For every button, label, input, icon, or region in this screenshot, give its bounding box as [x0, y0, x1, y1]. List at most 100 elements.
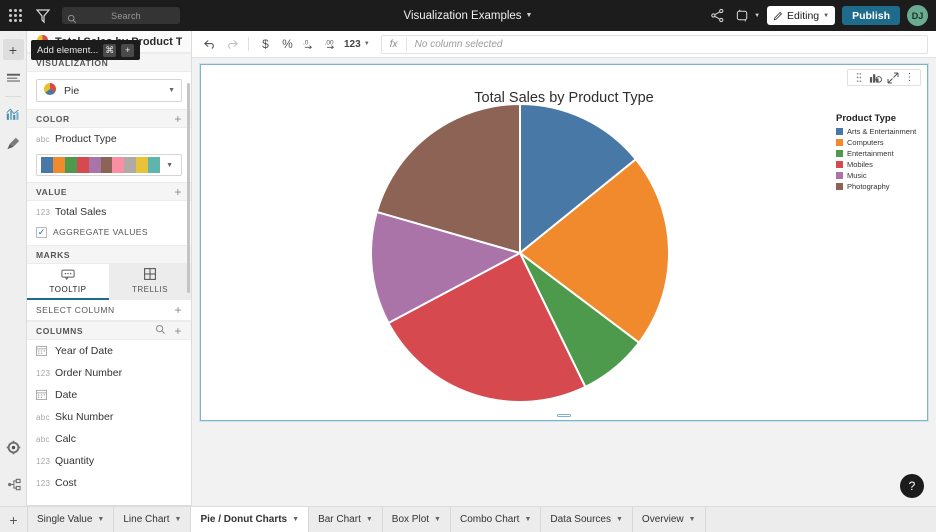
editing-mode-button[interactable]: Editing ▼	[767, 6, 836, 25]
apps-grid-icon[interactable]	[0, 0, 30, 31]
color-field-row[interactable]: abc Product Type	[27, 128, 191, 150]
drag-handle[interactable]	[851, 70, 866, 85]
palette-swatch	[100, 157, 113, 173]
sheet-tab[interactable]: Single Value ▼	[27, 507, 113, 532]
color-palette-select[interactable]: ▼	[36, 154, 182, 176]
panel-scrollbar[interactable]	[187, 83, 190, 293]
number-format-select[interactable]: 123 ▼	[344, 39, 370, 50]
duplicate-icon[interactable]	[733, 7, 751, 25]
legend-item[interactable]: Music	[836, 171, 916, 181]
number-format-label: 123	[344, 38, 361, 50]
chevron-down-icon[interactable]: ▼	[524, 516, 532, 523]
formula-input[interactable]: fx No column selected	[380, 34, 928, 54]
field-type-icon: 123	[36, 456, 51, 466]
pie-slice[interactable]	[370, 210, 523, 325]
undo-icon[interactable]	[200, 35, 219, 54]
decrease-decimal-button[interactable]: .0	[300, 35, 319, 54]
sheet-tab-label: Box Plot	[391, 514, 430, 525]
resize-handle[interactable]	[557, 414, 571, 417]
column-item[interactable]: 123 Order Number	[27, 362, 191, 384]
redo-icon[interactable]	[222, 35, 241, 54]
layers-button[interactable]	[3, 68, 24, 89]
sheet-tab[interactable]: Line Chart ▼	[113, 507, 190, 532]
add-sheet-button[interactable]: +	[0, 507, 27, 532]
field-type-icon: abc	[36, 134, 50, 144]
section-columns-label: COLUMNS	[36, 325, 84, 336]
tab-tooltip[interactable]: TOOLTIP	[27, 264, 109, 300]
column-item[interactable]: abc Sku Number	[27, 406, 191, 428]
chevron-down-icon[interactable]: ▼	[174, 516, 182, 523]
brand-logo-icon[interactable]	[30, 0, 58, 31]
sheet-tab[interactable]: Box Plot ▼	[381, 507, 450, 532]
chevron-down-icon[interactable]: ▼	[688, 516, 696, 523]
add-column-button[interactable]: +	[174, 303, 182, 317]
share-icon[interactable]	[708, 7, 726, 25]
aggregate-values-checkbox[interactable]: ✓	[36, 226, 47, 238]
tab-trellis[interactable]: TRELLIS	[109, 264, 191, 300]
pie-slice[interactable]	[387, 251, 587, 403]
help-button[interactable]: ?	[900, 474, 924, 498]
sheet-tab[interactable]: Combo Chart ▼	[449, 507, 540, 532]
chevron-down-icon[interactable]: ▼	[292, 516, 300, 523]
percent-format-button[interactable]: %	[278, 35, 297, 54]
column-item[interactable]: Date	[27, 384, 191, 406]
chevron-down-icon[interactable]: ▼	[434, 516, 441, 523]
column-item[interactable]: Year of Date	[27, 340, 191, 362]
chevron-down-icon[interactable]: ▼	[97, 516, 105, 523]
pie-chart[interactable]	[369, 102, 671, 404]
add-color-button[interactable]: +	[174, 111, 182, 126]
formula-toolbar: $ % .0 .00 123 ▼ fx No column selected	[192, 31, 936, 58]
increase-decimal-button[interactable]: .00	[322, 35, 341, 54]
pie-slice[interactable]	[519, 102, 638, 256]
publish-button[interactable]: Publish	[842, 6, 900, 25]
legend-item[interactable]: Photography	[836, 182, 916, 192]
charts-button[interactable]	[3, 105, 24, 126]
chevron-down-icon[interactable]: ▼	[365, 516, 373, 523]
search-input[interactable]: Search	[62, 7, 180, 24]
sheet-tab-active[interactable]: Pie / Donut Charts ▼	[190, 507, 309, 532]
value-field-label: Total Sales	[55, 206, 107, 218]
hierarchy-button[interactable]	[3, 475, 24, 496]
chevron-down-icon[interactable]: ▼	[615, 516, 623, 523]
field-type-icon	[36, 389, 49, 402]
expand-arrow-icon[interactable]	[885, 70, 900, 85]
pencil-icon	[773, 11, 783, 20]
palette-swatch	[76, 157, 89, 173]
avatar[interactable]: DJ	[907, 5, 928, 26]
legend-item[interactable]: Arts & Entertainment	[836, 127, 916, 137]
pie-slice[interactable]	[375, 102, 521, 255]
sheet-tab[interactable]: Overview ▼	[631, 507, 706, 532]
column-item[interactable]: 123 Cost	[27, 472, 191, 494]
select-column-row[interactable]: SELECT COLUMN +	[27, 300, 191, 321]
settings-button[interactable]	[3, 438, 24, 459]
duplicate-chevron-icon[interactable]: ▼	[754, 12, 761, 19]
more-options-button[interactable]: ⋮	[904, 72, 915, 83]
column-item[interactable]: abc Calc	[27, 428, 191, 450]
tooltip-key-modifier: ⌘	[103, 43, 117, 57]
value-field-row[interactable]: 123 Total Sales	[27, 201, 191, 223]
sheet-tab[interactable]: Bar Chart ▼	[308, 507, 382, 532]
chevron-down-icon: ▼	[166, 161, 173, 169]
currency-format-button[interactable]: $	[256, 35, 275, 54]
pie-svg	[370, 102, 670, 403]
section-marks: MARKS	[27, 245, 191, 264]
legend-item[interactable]: Mobiles	[836, 160, 916, 170]
legend-item[interactable]: Computers	[836, 138, 916, 148]
visualization-type-select[interactable]: Pie ▼	[36, 79, 182, 102]
add-element-button[interactable]: +	[2, 39, 24, 60]
chart-card[interactable]: ⋮ Total Sales by Product Type Product Ty…	[199, 63, 929, 422]
add-column-field-button[interactable]: +	[174, 323, 182, 338]
legend-label: Computers	[847, 138, 884, 148]
aggregate-values-row[interactable]: ✓ AGGREGATE VALUES	[27, 223, 191, 241]
tooltip-label: Add element...	[37, 44, 99, 56]
add-value-button[interactable]: +	[174, 184, 182, 199]
change-visual-button[interactable]	[868, 70, 883, 85]
field-type-icon: 123	[36, 207, 51, 217]
format-brush-button[interactable]	[3, 134, 24, 155]
search-icon[interactable]	[155, 324, 166, 337]
column-item[interactable]: 123 Quantity	[27, 450, 191, 472]
legend-item[interactable]: Entertainment	[836, 149, 916, 159]
palette-swatch	[52, 157, 65, 173]
sheet-tab[interactable]: Data Sources ▼	[540, 507, 632, 532]
pie-slice[interactable]	[518, 157, 670, 345]
